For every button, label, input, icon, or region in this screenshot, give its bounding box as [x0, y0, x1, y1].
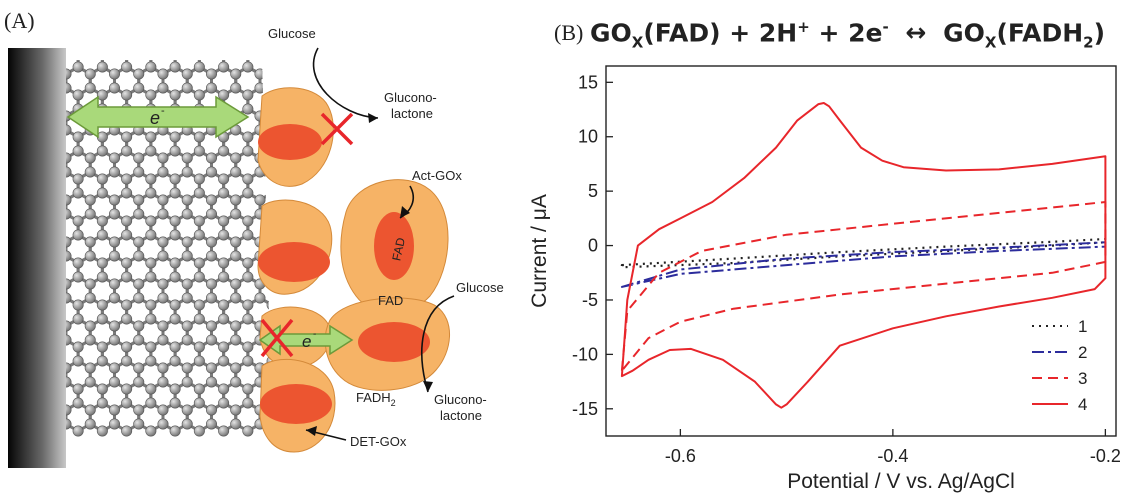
electrode — [8, 48, 66, 468]
panel-b-label: (B) — [554, 20, 584, 45]
glucose-reaction-arrow-top — [312, 47, 379, 119]
enzyme-det-gox-mid — [257, 199, 333, 295]
block-cross-bottom-icon — [260, 318, 294, 358]
svg-text:-: - — [313, 329, 316, 340]
label-fadh2: FADH2 — [356, 390, 396, 408]
x-tick-label: -0.4 — [877, 446, 908, 466]
enzyme-det-gox-top — [257, 87, 334, 187]
panel-a-label: (A) — [4, 8, 35, 33]
y-tick-label: 5 — [588, 181, 598, 201]
label-glucose-top: Glucose — [268, 26, 316, 41]
label-gluconolactone-bottom-1: Glucono- — [434, 392, 487, 407]
y-tick-label: -10 — [572, 344, 598, 364]
legend-label-4: 4 — [1078, 395, 1087, 414]
x-tick-label: -0.2 — [1090, 446, 1121, 466]
electron-arrow-bottom: e - — [258, 324, 354, 356]
label-gluconolactone-top-2: lactone — [391, 106, 433, 121]
label-gluconolactone-bottom-2: lactone — [440, 408, 482, 423]
electron-label-bottom: e — [302, 332, 311, 351]
equilibrium-arrow-icon: ↔ — [905, 18, 927, 48]
series-line-2 — [620, 241, 1107, 288]
electron-arrow-top: e - — [66, 95, 250, 139]
x-tick-label: -0.6 — [665, 446, 696, 466]
legend-label-2: 2 — [1078, 343, 1087, 362]
label-fad-inner: FAD — [389, 236, 408, 262]
series-line-1 — [620, 237, 1107, 269]
svg-text:-: - — [161, 105, 165, 117]
legend-label-3: 3 — [1078, 369, 1087, 388]
y-tick-label: 0 — [588, 236, 598, 256]
x-axis-title: Potential / V vs. Ag/AgCl — [787, 470, 1015, 493]
electron-label-top: e — [150, 108, 160, 128]
legend-label-1: 1 — [1078, 317, 1087, 336]
y-tick-label: 10 — [578, 127, 598, 147]
enzyme-act-gox — [340, 179, 449, 313]
panel-a-schematic: e - e - Glucose Glucono- lactone Act-GOx… — [8, 26, 504, 468]
enzyme-mid-right — [324, 297, 450, 391]
y-tick-label: -15 — [572, 399, 598, 419]
label-glucose-mid: Glucose — [456, 280, 504, 295]
y-tick-label: 15 — [578, 72, 598, 92]
reaction-equation: GOX(FAD) + 2H+ + 2e- ↔ GOX(FADH2) — [590, 18, 1106, 52]
label-act-gox: Act-GOx — [412, 168, 462, 183]
series-line-4 — [620, 102, 1107, 409]
y-tick-label: -5 — [582, 290, 598, 310]
plot-area — [605, 65, 1117, 437]
y-axis-title: Current / μA — [528, 194, 551, 308]
glucose-reaction-arrow-bottom — [421, 295, 455, 393]
series-line-3 — [620, 201, 1107, 372]
block-cross-top-icon — [320, 112, 354, 146]
label-gluconolactone-top-1: Glucono- — [384, 90, 437, 105]
label-det-gox: DET-GOx — [350, 434, 407, 449]
label-fad-outer: FAD — [378, 293, 403, 308]
